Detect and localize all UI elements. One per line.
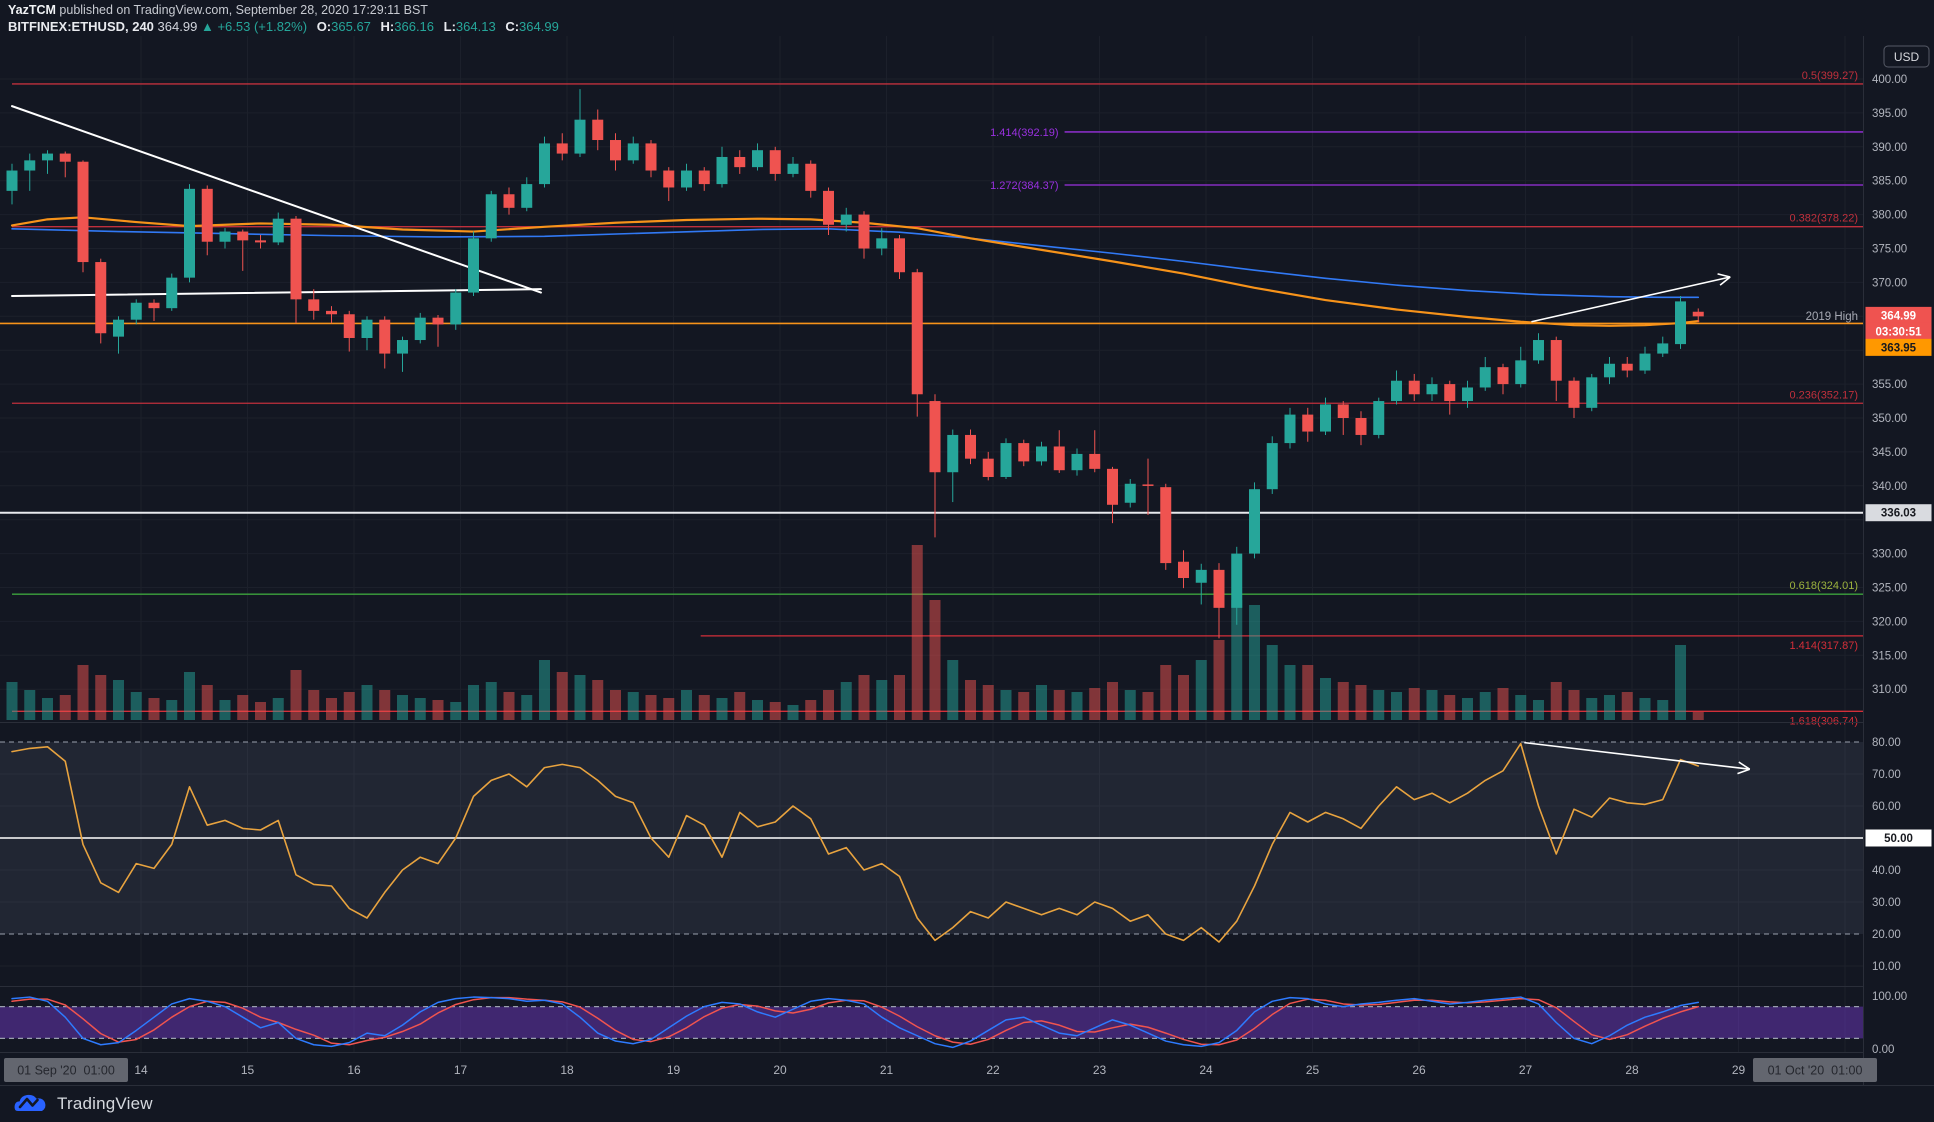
tradingview-logo[interactable]: TradingView (14, 1091, 153, 1117)
volume-bars (6, 545, 1704, 720)
svg-text:USD: USD (1894, 50, 1920, 64)
svg-text:375.00: 375.00 (1872, 244, 1907, 256)
time-range-box: 01 Sep '20 01:00 (4, 1058, 128, 1082)
svg-text:20.00: 20.00 (1872, 929, 1901, 941)
svg-text:16: 16 (347, 1063, 361, 1077)
price-axis[interactable]: 400.00 395.00 390.00 385.00 380.00 375.00 370.… (1806, 36, 1934, 1085)
svg-text:01 Sep '20 01:00: 01 Sep '20 01:00 (17, 1064, 115, 1078)
up-triangle-icon: ▲ (200, 19, 214, 34)
svg-text:24: 24 (1199, 1063, 1213, 1077)
svg-text:330.00: 330.00 (1872, 549, 1907, 561)
candles (6, 89, 1704, 639)
close-value: 364.99 (519, 19, 559, 34)
svg-text:22: 22 (986, 1063, 1000, 1077)
svg-text:390.00: 390.00 (1872, 142, 1907, 154)
pane-separators (0, 722, 1934, 1086)
svg-text:395.00: 395.00 (1872, 108, 1907, 120)
svg-text:385.00: 385.00 (1872, 176, 1907, 188)
svg-text:29: 29 (1732, 1063, 1746, 1077)
brand-name: TradingView (57, 1094, 153, 1113)
svg-text:0.5(399.27): 0.5(399.27) (1802, 70, 1858, 82)
svg-text:363.95: 363.95 (1881, 342, 1917, 354)
svg-text:03:30:51: 03:30:51 (1875, 326, 1922, 338)
svg-text:70.00: 70.00 (1872, 769, 1901, 781)
tradingview-logo-icon (14, 1094, 46, 1111)
svg-text:370.00: 370.00 (1872, 277, 1907, 289)
axis-badge: 364.99 (1865, 306, 1932, 324)
rsi-pane (0, 741, 1864, 943)
svg-text:10.00: 10.00 (1872, 961, 1901, 973)
svg-text:364.99: 364.99 (1881, 310, 1916, 322)
svg-text:0.618(324.01): 0.618(324.01) (1790, 580, 1859, 592)
moving-averages (10, 216, 1700, 327)
svg-text:14: 14 (134, 1063, 148, 1077)
close-key: C: (505, 19, 520, 34)
publish-text: published on TradingView.com, September … (55, 3, 428, 17)
grid (0, 36, 1864, 1052)
svg-text:310.00: 310.00 (1872, 684, 1907, 696)
svg-text:380.00: 380.00 (1872, 210, 1907, 222)
open-key: O: (316, 19, 332, 34)
svg-text:26: 26 (1412, 1063, 1426, 1077)
price-change: +6.53 (+1.82%) (217, 19, 308, 34)
svg-text:50.00: 50.00 (1884, 833, 1913, 845)
author-name: YazTCM (8, 3, 56, 17)
svg-text:0.00: 0.00 (1872, 1044, 1894, 1056)
svg-text:320.00: 320.00 (1872, 616, 1907, 628)
svg-text:60.00: 60.00 (1872, 801, 1901, 813)
axis-badge: 03:30:51 (1865, 322, 1932, 340)
axis-badge: 50.00 (1865, 829, 1932, 847)
svg-text:18: 18 (560, 1063, 574, 1077)
svg-text:315.00: 315.00 (1872, 650, 1907, 662)
svg-text:325.00: 325.00 (1872, 583, 1907, 595)
low-key: L: (443, 19, 456, 34)
stoch-pane (0, 996, 1864, 1049)
svg-text:355.00: 355.00 (1872, 379, 1907, 391)
svg-text:1.272(384.37): 1.272(384.37) (990, 180, 1059, 192)
svg-text:15: 15 (241, 1063, 255, 1077)
open-value: 365.67 (331, 19, 371, 34)
svg-text:340.00: 340.00 (1872, 481, 1907, 493)
svg-text:23: 23 (1093, 1063, 1107, 1077)
svg-text:19: 19 (667, 1063, 681, 1077)
publish-info: YazTCM published on TradingView.com, Sep… (8, 3, 559, 17)
svg-text:40.00: 40.00 (1872, 865, 1901, 877)
trend-drawings[interactable] (11, 105, 1731, 323)
low-value: 364.13 (455, 19, 496, 34)
svg-text:2019 High: 2019 High (1806, 311, 1858, 323)
svg-text:100.00: 100.00 (1872, 991, 1907, 1003)
time-axis[interactable]: 14 15 16 17 18 19 20 21 22 23 24 25 26 27 28 29 01 Sep '… (4, 1058, 1877, 1082)
axis-badge: 336.03 (1865, 504, 1932, 522)
svg-text:80.00: 80.00 (1872, 737, 1901, 749)
svg-text:17: 17 (454, 1063, 468, 1077)
svg-text:25: 25 (1306, 1063, 1320, 1077)
symbol-row: BITFINEX:ETHUSD, 240 364.99 ▲ +6.53 (+1.… (8, 19, 559, 34)
svg-text:350.00: 350.00 (1872, 413, 1907, 425)
chart-header: YazTCM published on TradingView.com, Sep… (8, 3, 559, 34)
svg-text:336.03: 336.03 (1881, 508, 1916, 520)
svg-text:01 Oct '20 01:00: 01 Oct '20 01:00 (1768, 1064, 1863, 1078)
high-key: H: (380, 19, 395, 34)
svg-text:21: 21 (880, 1063, 894, 1077)
svg-text:20: 20 (773, 1063, 787, 1077)
currency-toggle[interactable]: USD (1883, 45, 1930, 68)
svg-text:28: 28 (1625, 1063, 1639, 1077)
axis-badge: 363.95 (1865, 338, 1932, 356)
svg-text:345.00: 345.00 (1872, 447, 1907, 459)
svg-text:30.00: 30.00 (1872, 897, 1901, 909)
last-price: 364.99 (157, 19, 198, 34)
svg-text:1.414(317.87): 1.414(317.87) (1790, 640, 1859, 652)
svg-text:0.382(378.22): 0.382(378.22) (1790, 213, 1859, 225)
svg-text:0.236(352.17): 0.236(352.17) (1790, 389, 1859, 401)
symbol-title: BITFINEX:ETHUSD, 240 (8, 19, 154, 34)
svg-text:27: 27 (1519, 1063, 1533, 1077)
time-range-box: 01 Oct '20 01:00 (1753, 1058, 1877, 1082)
high-value: 366.16 (394, 19, 435, 34)
svg-text:1.618(306.74): 1.618(306.74) (1790, 715, 1859, 727)
svg-text:400.00: 400.00 (1872, 74, 1907, 86)
svg-text:1.414(392.19): 1.414(392.19) (990, 127, 1059, 139)
